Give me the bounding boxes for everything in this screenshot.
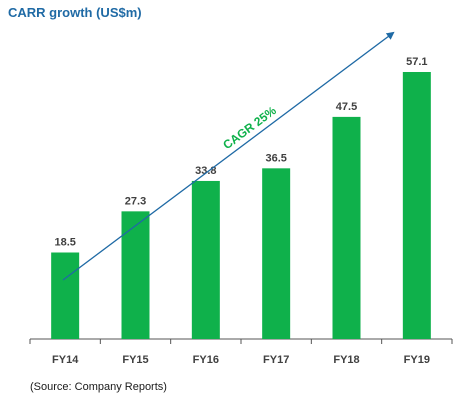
chart-title: CARR growth (US$m): [8, 5, 142, 20]
bars: [51, 72, 431, 339]
x-tick-label-fy14: FY14: [52, 354, 79, 366]
bar-fy15: [121, 211, 150, 339]
source-note: (Source: Company Reports): [30, 381, 167, 393]
bar-fy19: [402, 72, 431, 339]
value-label-fy17: 36.5: [265, 152, 286, 164]
bar-fy18: [332, 116, 361, 339]
value-labels: 18.5 27.3 33.8 36.5 47.5 57.1: [54, 56, 427, 248]
value-label-fy14: 18.5: [54, 236, 75, 248]
cagr-annotation: CAGR 25%: [220, 103, 279, 152]
x-tick-label-fy18: FY18: [333, 354, 359, 366]
x-tick-label-fy16: FY16: [193, 354, 219, 366]
x-ticks: [29, 339, 453, 344]
cagr-arrow: [62, 31, 395, 281]
x-tick-label-fy17: FY17: [263, 354, 289, 366]
tick-labels: FY14 FY15 FY16 FY17 FY18 FY19: [52, 354, 430, 366]
bar-fy14: [51, 252, 80, 339]
bar-fy17: [262, 168, 291, 339]
value-label-fy15: 27.3: [125, 195, 146, 207]
x-tick-label-fy19: FY19: [404, 354, 430, 366]
value-label-fy18: 47.5: [336, 101, 357, 113]
value-label-fy16: 33.8: [195, 165, 216, 177]
bar-fy16: [191, 180, 220, 339]
x-tick-label-fy15: FY15: [122, 354, 148, 366]
value-label-fy19: 57.1: [406, 56, 427, 68]
